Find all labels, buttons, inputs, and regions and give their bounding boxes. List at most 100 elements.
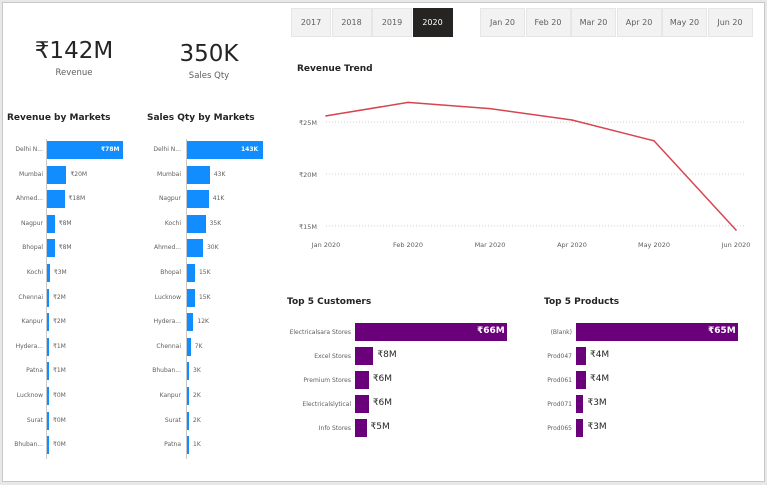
top5-products-bar[interactable] bbox=[576, 419, 584, 437]
top5-products-data-label: ₹3M bbox=[587, 398, 607, 408]
revenue-markets-bar[interactable] bbox=[47, 264, 50, 282]
sales-qty-markets-data-label: 1K bbox=[193, 441, 201, 449]
top5-products-bar[interactable] bbox=[576, 323, 738, 341]
year-slicer-item[interactable]: 2020 bbox=[412, 8, 453, 37]
sales-qty-markets-bar[interactable] bbox=[187, 165, 210, 184]
revenue-markets-axis-line bbox=[46, 139, 47, 459]
sales-qty-markets-bar[interactable] bbox=[187, 288, 195, 307]
sales-qty-markets-bar[interactable] bbox=[187, 411, 189, 430]
sales-qty-markets-category-label: Chennai bbox=[156, 342, 181, 350]
sales-qty-markets-data-label: 15K bbox=[198, 269, 211, 276]
sales-qty-kpi-value: 350K bbox=[179, 41, 239, 67]
revenue-markets-data-label: ₹1M bbox=[53, 367, 66, 375]
sales-qty-markets-data-label: 2K bbox=[193, 392, 201, 399]
trend-x-tick-label: Apr 2020 bbox=[557, 241, 587, 249]
revenue-markets-category-label: Ahmed... bbox=[16, 195, 43, 203]
revenue-markets-bar[interactable] bbox=[47, 411, 49, 430]
sales-qty-markets-bar[interactable] bbox=[187, 239, 203, 258]
sales-qty-markets-bar[interactable] bbox=[187, 387, 189, 405]
revenue-markets-category-label: Surat bbox=[26, 416, 43, 424]
top5-customers-category-label: Excel Stores bbox=[314, 353, 351, 360]
sales-qty-markets-category-label: Patna bbox=[164, 441, 181, 449]
sales-qty-markets-bar[interactable] bbox=[187, 214, 206, 233]
revenue-markets-data-label: ₹18M bbox=[68, 195, 86, 203]
revenue-markets-data-label: ₹2M bbox=[53, 318, 66, 326]
revenue-markets-bar[interactable] bbox=[47, 165, 67, 184]
trend-y-tick-label: ₹25M bbox=[299, 119, 317, 127]
revenue-markets-category-label: Lucknow bbox=[16, 392, 43, 399]
sales-qty-markets-bar[interactable] bbox=[187, 264, 195, 282]
revenue-markets-data-label: ₹8M bbox=[58, 244, 72, 252]
top5-products-title: Top 5 Products bbox=[544, 297, 620, 307]
revenue-markets-bar[interactable] bbox=[47, 436, 49, 455]
sales-qty-markets-category-label: Ahmed... bbox=[154, 244, 181, 252]
revenue-markets-bar[interactable] bbox=[47, 337, 49, 356]
revenue-markets-bar[interactable] bbox=[47, 313, 49, 332]
month-slicer-item[interactable]: May 20 bbox=[662, 8, 707, 37]
revenue-trend-point bbox=[407, 101, 409, 104]
trend-x-tick-label: Mar 2020 bbox=[475, 241, 506, 249]
revenue-markets-bar[interactable] bbox=[47, 214, 55, 233]
top5-customers-bar[interactable] bbox=[355, 371, 369, 389]
top5-customers-bar[interactable] bbox=[355, 395, 369, 413]
top5-customers-bar[interactable] bbox=[355, 347, 374, 365]
trend-y-tick-label: ₹15M bbox=[299, 223, 317, 231]
sales-qty-markets-data-label: 43K bbox=[213, 170, 226, 178]
trend-y-tick-label: ₹20M bbox=[299, 171, 317, 179]
revenue-markets-bar[interactable] bbox=[47, 362, 49, 381]
top5-customers-category-label: Info Stores bbox=[318, 425, 351, 432]
top5-products-bar[interactable] bbox=[576, 395, 584, 413]
revenue-markets-category-label: Patna bbox=[26, 367, 43, 375]
revenue-markets-data-label: ₹2M bbox=[53, 293, 66, 301]
sales-qty-markets-data-label: 15K bbox=[198, 293, 211, 301]
top5-products-category-label: Prod065 bbox=[547, 425, 572, 432]
revenue-trend-point bbox=[735, 229, 737, 231]
sales-qty-markets-bar[interactable] bbox=[187, 313, 194, 332]
sales-qty-markets-category-label: Delhi N... bbox=[153, 146, 181, 153]
year-slicer-item[interactable]: 2018 bbox=[331, 8, 372, 37]
revenue-markets-bar[interactable] bbox=[47, 387, 49, 405]
sales-qty-markets-bar[interactable] bbox=[187, 436, 189, 455]
revenue-markets-category-label: Kanpur bbox=[21, 318, 43, 326]
sales-qty-markets-bar[interactable] bbox=[187, 190, 209, 209]
sales-qty-markets-category-label: Bhopal bbox=[160, 269, 181, 276]
month-slicer-item[interactable]: Feb 20 bbox=[525, 8, 571, 37]
top5-products-data-label: ₹4M bbox=[589, 350, 610, 360]
revenue-markets-bar[interactable] bbox=[47, 190, 65, 209]
sales-qty-markets-data-label: 41K bbox=[212, 195, 225, 203]
revenue-kpi-label: Revenue bbox=[55, 68, 93, 78]
sales-qty-markets-category-label: Kanpur bbox=[159, 392, 181, 399]
top5-customers-title: Top 5 Customers bbox=[287, 297, 372, 307]
revenue-markets-data-label: ₹0M bbox=[53, 392, 66, 399]
sales-qty-markets-data-label: 2K bbox=[193, 416, 201, 424]
year-slicer-item[interactable]: 2019 bbox=[372, 8, 412, 37]
revenue-markets-bar[interactable] bbox=[47, 141, 123, 159]
revenue-trend-plot: ₹25M ₹20M ₹15M Jan 2020 Feb 2020 Mar 2020 Apr … bbox=[299, 101, 750, 249]
month-slicer-item[interactable]: Jun 20 bbox=[707, 8, 753, 37]
revenue-markets-category-label: Delhi N... bbox=[15, 146, 43, 153]
revenue-markets-bar[interactable] bbox=[47, 239, 55, 258]
sales-qty-markets-bar[interactable] bbox=[187, 362, 189, 381]
sales-qty-markets-category-label: Surat bbox=[164, 416, 181, 424]
sales-qty-by-markets-title: Sales Qty by Markets bbox=[147, 113, 255, 123]
revenue-markets-bar[interactable] bbox=[47, 288, 49, 307]
sales-qty-kpi-label: Sales Qty bbox=[188, 71, 230, 81]
revenue-trend-point bbox=[325, 115, 327, 117]
sales-qty-markets-data-label: 30K bbox=[206, 244, 219, 252]
top5-products-bar[interactable] bbox=[576, 371, 586, 389]
month-slicer-item[interactable]: Jan 20 bbox=[480, 8, 525, 37]
sales-qty-markets-category-label: Kochi bbox=[164, 219, 181, 227]
month-slicer-item[interactable]: Mar 20 bbox=[571, 8, 616, 37]
sales-qty-markets-bar[interactable] bbox=[187, 141, 263, 159]
revenue-markets-data-label: ₹1M bbox=[53, 342, 66, 350]
year-slicer-item[interactable]: 2017 bbox=[291, 8, 331, 37]
top5-products-bar[interactable] bbox=[576, 347, 586, 365]
sales-qty-markets-data-label: 143K bbox=[241, 146, 259, 153]
sales-qty-markets-bar[interactable] bbox=[187, 337, 191, 356]
sales-qty-markets-axis-line bbox=[186, 139, 187, 459]
revenue-markets-category-label: Nagpur bbox=[20, 219, 43, 227]
top5-customers-bar[interactable] bbox=[355, 419, 367, 437]
month-slicer-item[interactable]: Apr 20 bbox=[616, 8, 662, 37]
top5-customers-bar[interactable] bbox=[355, 323, 507, 341]
sales-qty-markets-data-label: 3K bbox=[193, 367, 201, 375]
